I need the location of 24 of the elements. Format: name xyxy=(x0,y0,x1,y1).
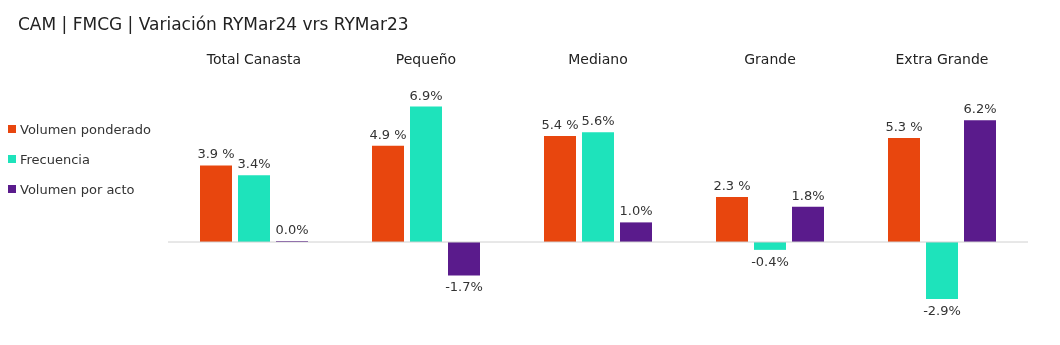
data-label: 6.9% xyxy=(409,87,443,103)
data-label: -2.9% xyxy=(923,302,961,318)
x-tick-label: Mediano xyxy=(568,51,628,67)
x-tick-label: Pequeño xyxy=(395,51,457,67)
legend-label: Frecuencia xyxy=(20,151,90,167)
data-label: 0.0% xyxy=(275,222,309,238)
data-label: 5.4 % xyxy=(541,117,579,133)
data-label: 5.3 % xyxy=(885,119,923,135)
data-label: 4.9 % xyxy=(369,126,407,142)
data-label: 1.8% xyxy=(791,187,825,203)
data-label: -0.4% xyxy=(751,253,789,269)
legend-label: Volumen por acto xyxy=(20,181,135,197)
data-label: 1.0% xyxy=(619,203,653,219)
chart-title: CAM | FMCG | Variación RYMar24 vrs RYMar23 xyxy=(17,13,410,36)
x-tick-label: Total Canasta xyxy=(205,51,302,67)
data-label: -1.7% xyxy=(445,279,483,295)
data-label: 3.9 % xyxy=(197,146,235,162)
data-label: 6.2% xyxy=(963,101,997,117)
data-label: 2.3 % xyxy=(713,177,751,193)
data-label: 5.6% xyxy=(581,113,615,129)
x-tick-label: Extra Grande xyxy=(895,51,989,67)
x-tick-label: Grande xyxy=(744,51,796,67)
legend-label: Volumen ponderado xyxy=(20,121,151,137)
data-label: 3.4% xyxy=(237,156,271,172)
